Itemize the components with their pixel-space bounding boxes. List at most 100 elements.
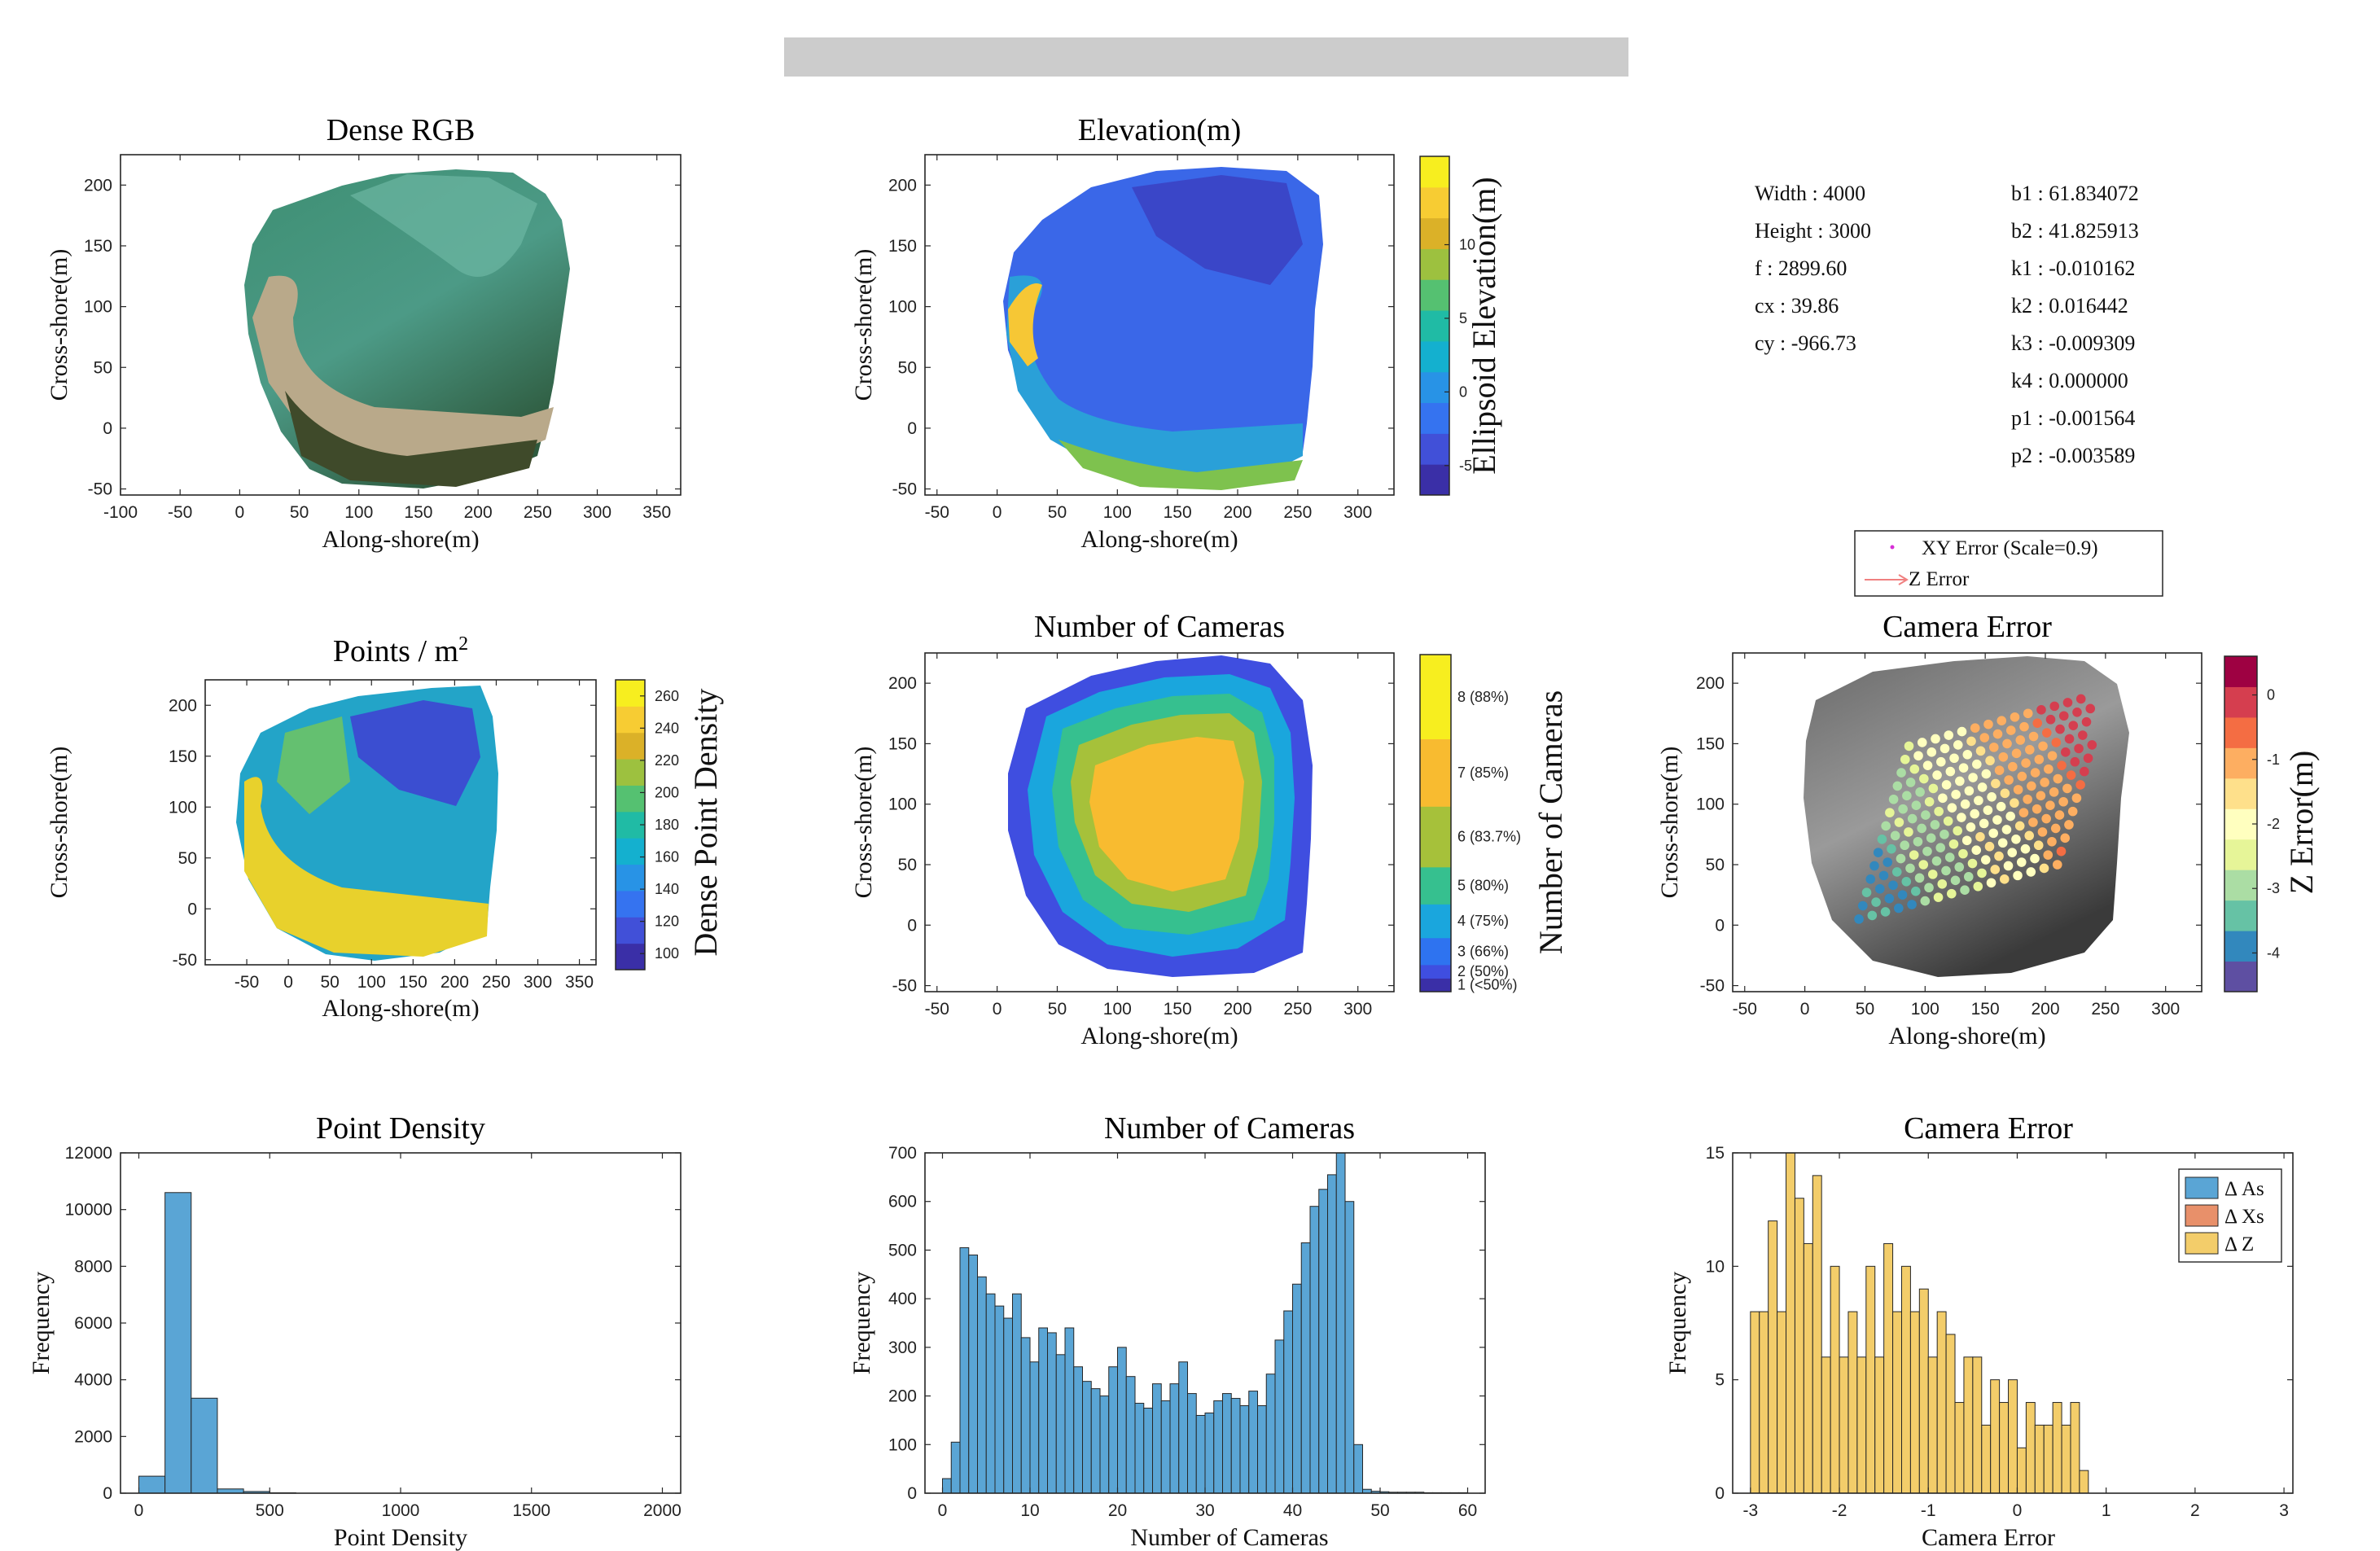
colorbar-level-label: 7 (85%) [1457, 765, 1509, 781]
camera-point [2043, 850, 2053, 860]
camera-point [1950, 875, 1961, 886]
y-tick-label: 200 [84, 176, 112, 195]
camera-point [1994, 851, 2004, 861]
elevation-high-bank [1006, 275, 1303, 487]
camera-point [2058, 796, 2068, 807]
camera-point [2054, 810, 2065, 820]
camera-point [2016, 857, 2027, 867]
colorbar-tick-label: 140 [655, 881, 679, 897]
x-tick-label: 350 [642, 503, 671, 522]
xlabel-elevation: Along-shore(m) [1080, 526, 1238, 553]
param-p1: p1 : -0.001564 [2011, 406, 2135, 430]
y-tick-label: 2000 [74, 1427, 112, 1446]
camera-point [1935, 843, 1946, 852]
camera-point [1896, 853, 1906, 864]
histogram-bar [1073, 1366, 1083, 1494]
histogram-bar [1945, 1334, 1956, 1494]
camera-point [2049, 787, 2059, 797]
histogram-bar [2008, 1379, 2018, 1494]
x-tick-label: 350 [565, 973, 594, 992]
param-k3: k3 : -0.009309 [2011, 331, 2135, 355]
ylabel-camera-error-map: Cross-shore(m) [1656, 747, 1683, 899]
camera-point [1990, 865, 2001, 874]
camera-point [2034, 754, 2045, 765]
camera-point [2055, 724, 2065, 734]
y-tick-label: 50 [94, 358, 112, 377]
camera-point [2056, 846, 2067, 857]
histogram-bar [1812, 1175, 1822, 1494]
histogram-bar [1786, 1152, 1795, 1494]
colorbar-segment [1420, 464, 1449, 496]
camera-point [1909, 764, 1920, 774]
camera-point [1911, 800, 1922, 810]
histogram-bar [1012, 1293, 1022, 1494]
histogram-bar [1239, 1405, 1250, 1494]
histogram-bar [1909, 1311, 1920, 1494]
colorbar-segment [616, 759, 645, 786]
xlabel-camera-error-hist: Camera Error [1922, 1524, 2055, 1551]
y-tick-label: 0 [187, 900, 197, 918]
y-tick-label: 300 [888, 1339, 917, 1357]
x-tick-label: 50 [290, 503, 309, 522]
camera-point [2077, 730, 2088, 740]
camera-point [1979, 733, 1990, 743]
histogram-bar [1344, 1201, 1355, 1494]
camera-point [1905, 778, 1916, 787]
histogram-bar [994, 1305, 1005, 1494]
x-tick-label: 0 [993, 503, 1002, 522]
camera-point [1927, 870, 1938, 879]
x-tick-label: 0 [938, 1501, 948, 1520]
colorbar-segment [2224, 961, 2257, 992]
camera-point [2005, 725, 2016, 735]
histogram-bar [1999, 1402, 2010, 1494]
histogram-bar [950, 1441, 961, 1494]
camera-point [1948, 839, 1959, 849]
camera-point [1892, 781, 1903, 791]
camera-point [2011, 835, 2021, 844]
camera-point [1953, 740, 1963, 750]
camera-point [2011, 748, 2022, 759]
x-tick-label: -50 [1733, 1000, 1757, 1019]
x-tick-label: 50 [1370, 1501, 1389, 1520]
x-tick-label: 60 [1458, 1501, 1477, 1520]
colorbar-segment [2224, 686, 2257, 718]
y-tick-label: 150 [84, 237, 112, 256]
camera-point [1994, 765, 2005, 775]
y-tick-label: 100 [84, 298, 112, 317]
y-tick-label: 100 [888, 1435, 917, 1454]
legend-camera-error-hist: Δ As Δ Xs Δ Z [2178, 1168, 2282, 1263]
camera-point [2003, 861, 2014, 871]
colorbar-level [1420, 904, 1451, 939]
camera-point [1975, 832, 1985, 842]
colorbar-level [1420, 964, 1451, 979]
y-tick-label: 0 [1715, 1484, 1725, 1503]
histogram-bar [1318, 1189, 1328, 1494]
camera-point [1992, 729, 2003, 739]
colorbar-segment [1420, 217, 1449, 249]
camera-point [1887, 843, 1896, 854]
x-tick-label: 100 [1911, 1000, 1940, 1019]
histogram-bar [1108, 1366, 1118, 1494]
x-tick-label: 1500 [512, 1501, 550, 1520]
colorbar-level-label: 2 (50%) [1457, 963, 1509, 979]
camera-point [1973, 881, 1983, 892]
camera-point [1999, 874, 2010, 884]
camera-point [2060, 833, 2071, 843]
top-banner [784, 37, 1628, 77]
legend-swatch [2185, 1204, 2219, 1227]
y-tick-label: 0 [907, 419, 917, 438]
x-tick-label: 100 [1103, 503, 1132, 522]
colorbar-segment [1420, 402, 1449, 434]
legend-label: Δ Xs [2224, 1206, 2264, 1228]
camera-point [1897, 890, 1908, 900]
points-high-zone [244, 777, 489, 957]
colorbar-tick-label: -2 [2267, 816, 2280, 832]
colorbar-elevation: -5 0 5 10 [1419, 156, 1475, 496]
histogram-bar [1125, 1376, 1136, 1494]
histogram-bar [1300, 1242, 1311, 1494]
camera-point [2030, 853, 2040, 864]
ylabel-camera-error-hist: Frequency [1664, 1272, 1691, 1375]
histogram-bar [1213, 1400, 1223, 1494]
x-tick-label: 2000 [643, 1501, 682, 1520]
x-tick-label: -50 [925, 503, 949, 522]
